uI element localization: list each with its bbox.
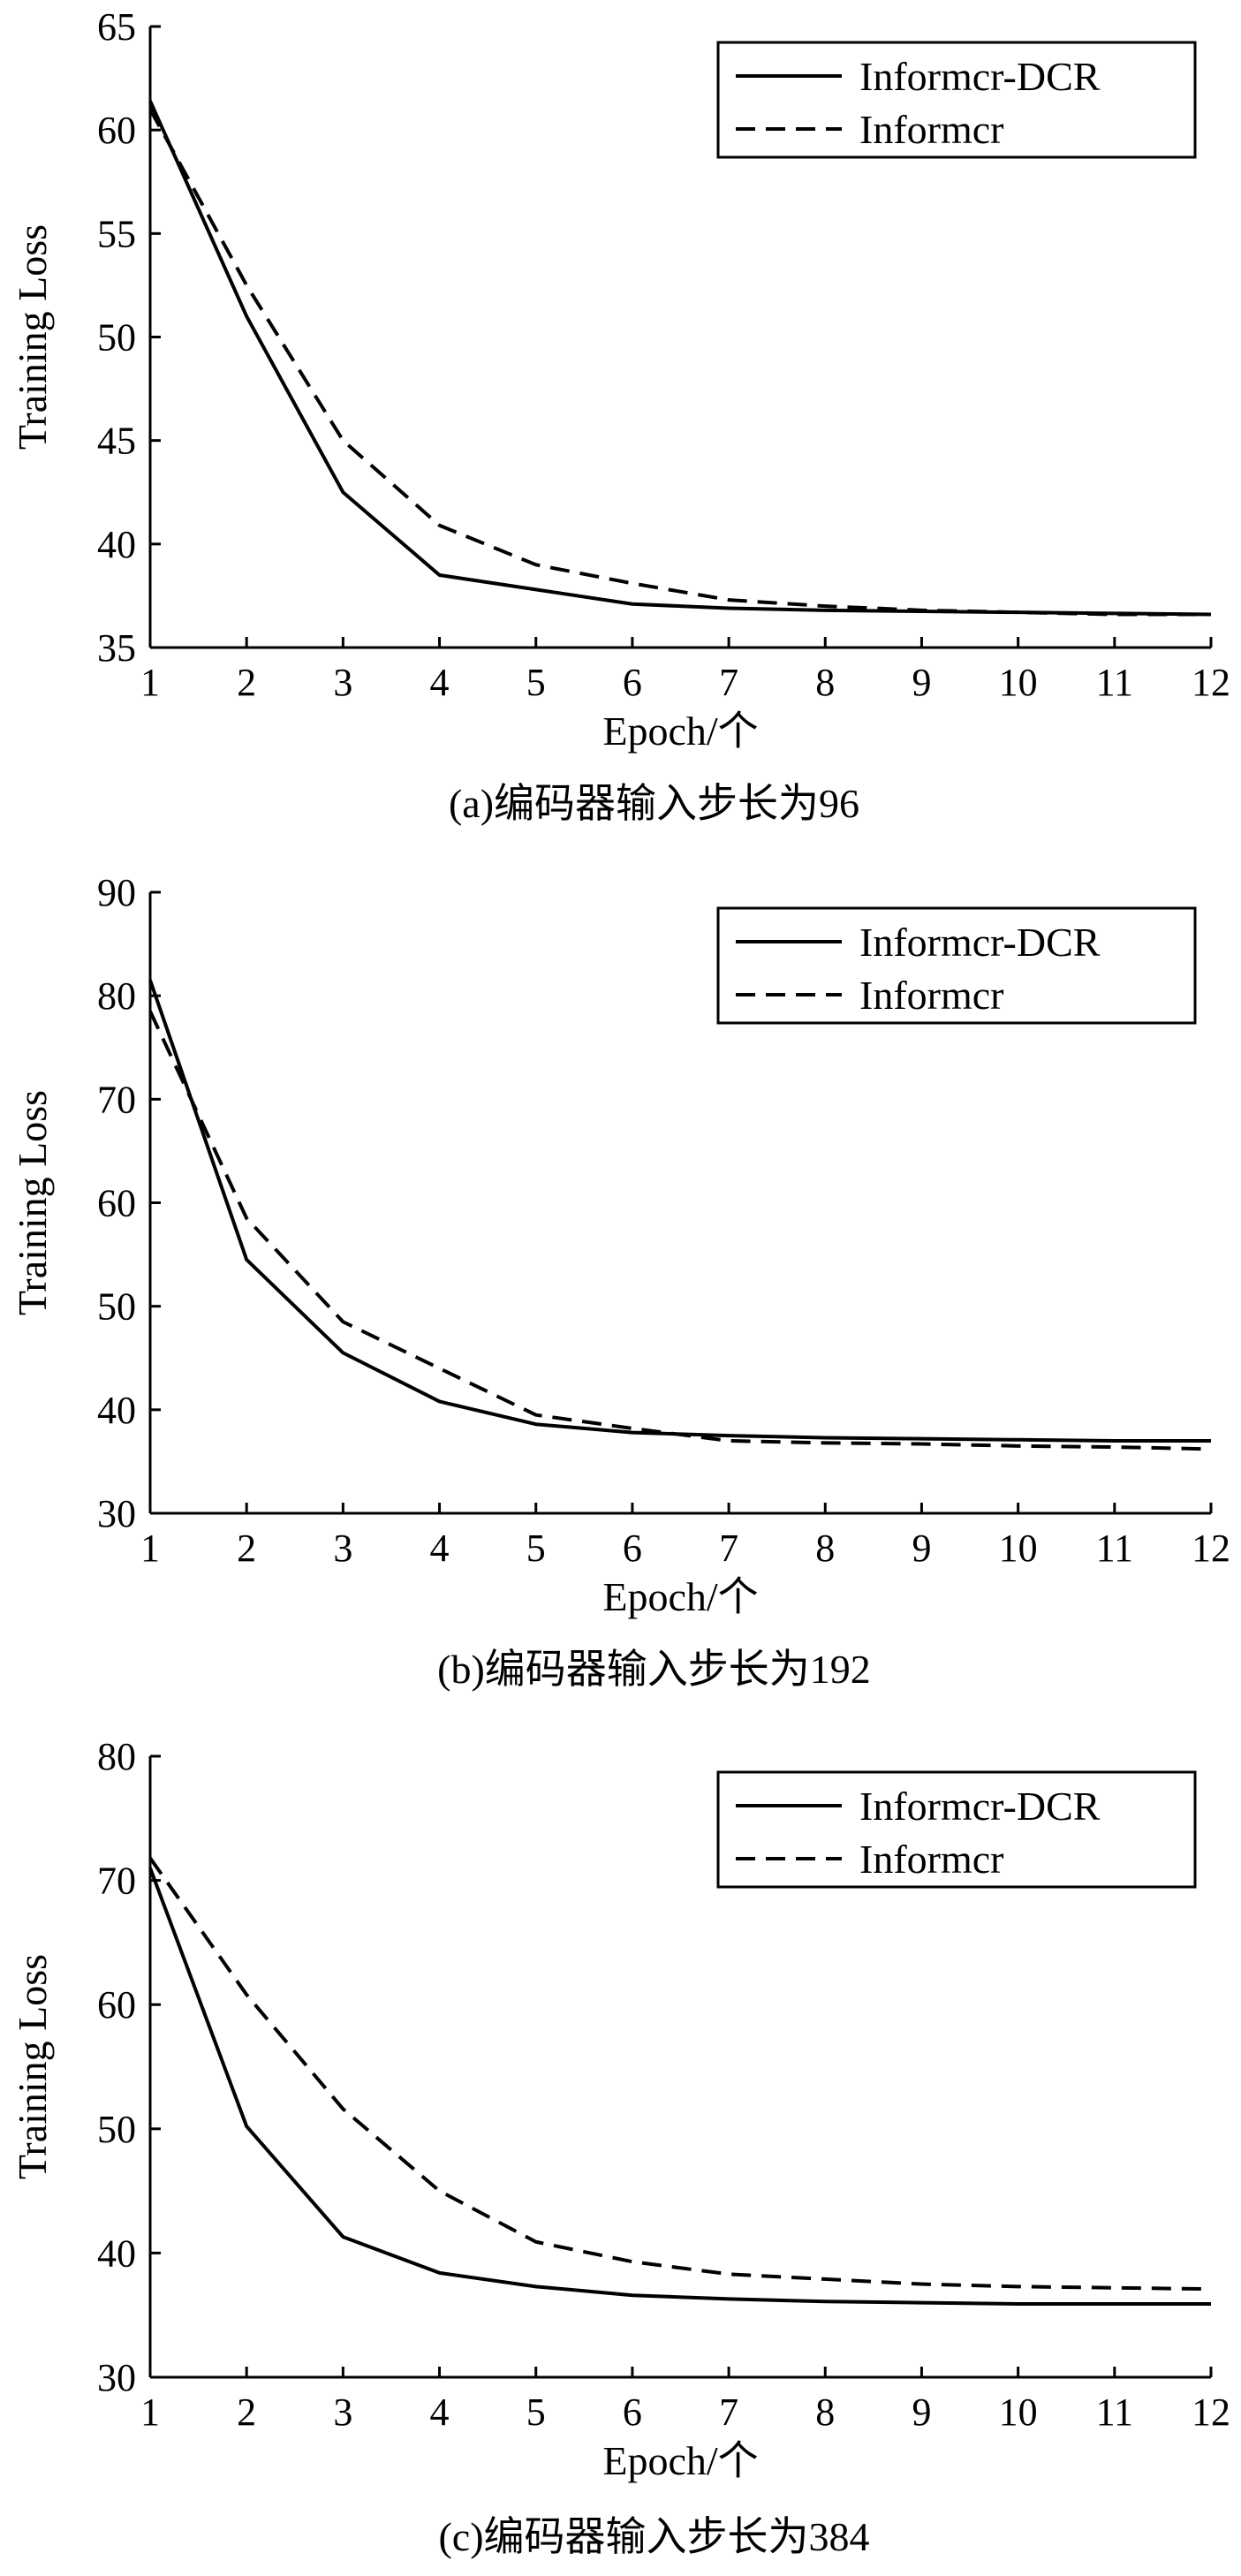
x-axis-label: Epoch/个	[602, 1574, 758, 1619]
x-tick-label: 2	[237, 661, 256, 704]
x-tick-label: 7	[719, 661, 738, 704]
x-tick-label: 1	[140, 661, 160, 704]
x-tick-label: 3	[333, 1527, 352, 1570]
x-tick-label: 11	[1096, 2390, 1133, 2434]
legend: Informcr-DCR Informcr	[716, 41, 1197, 159]
x-tick-label: 5	[526, 1527, 546, 1570]
series-line-informcr	[148, 108, 1211, 617]
y-axis-label: Training Loss	[10, 224, 55, 450]
legend: Informcr-DCR Informcr	[716, 1770, 1197, 1889]
x-tick-label: 4	[430, 661, 450, 704]
x-axis-label: Epoch/个	[602, 2438, 758, 2483]
x-tick-label: 12	[1192, 1527, 1230, 1570]
x-tick-label: 5	[526, 661, 546, 704]
y-tick-label: 65	[97, 5, 136, 49]
x-tick-label: 7	[719, 1527, 738, 1570]
y-axis-label: Training Loss	[10, 1954, 55, 2179]
legend-label: Informcr-DCR	[859, 54, 1101, 99]
x-tick-label: 1	[140, 1527, 160, 1570]
legend-label: Informcr	[859, 107, 1003, 152]
y-tick-label: 60	[97, 1182, 136, 1225]
y-tick-label: 50	[97, 2108, 136, 2151]
legend-box	[716, 1770, 1197, 1889]
y-tick-label: 80	[97, 1735, 136, 1778]
x-tick-label: 12	[1192, 2390, 1230, 2434]
x-axis-label: Epoch/个	[602, 708, 758, 754]
y-axis-label: Training Loss	[10, 1090, 55, 1315]
y-tick-label: 60	[97, 109, 136, 152]
x-tick-label: 11	[1096, 1527, 1133, 1570]
x-tick-label: 6	[623, 661, 642, 704]
legend-label: Informcr-DCR	[859, 920, 1101, 965]
y-tick-label: 50	[97, 1285, 136, 1329]
x-tick-label: 8	[815, 2390, 835, 2434]
x-tick-label: 3	[333, 2390, 352, 2434]
y-tick-label: 70	[97, 1860, 136, 1903]
series-line-informcr-dcr	[148, 979, 1211, 1443]
y-tick-label: 45	[97, 420, 136, 463]
y-tick-label: 40	[97, 1389, 136, 1432]
legend-label: Informcr-DCR	[859, 1784, 1101, 1829]
x-tick-label: 8	[815, 1527, 835, 1570]
y-tick-label: 50	[97, 316, 136, 360]
chart-caption: (c)编码器输入步长为384	[438, 2514, 869, 2559]
y-tick-label: 55	[97, 212, 136, 255]
x-tick-label: 2	[237, 1527, 256, 1570]
y-tick-label: 90	[97, 871, 136, 914]
chart-caption: (b)编码器输入步长为192	[437, 1647, 871, 1692]
y-tick-label: 70	[97, 1078, 136, 1121]
y-tick-label: 40	[97, 523, 136, 566]
x-tick-label: 6	[623, 2390, 642, 2434]
x-tick-label: 3	[333, 661, 352, 704]
x-tick-label: 6	[623, 1527, 642, 1570]
y-tick-label: 35	[97, 626, 136, 670]
x-tick-label: 7	[719, 2390, 738, 2434]
legend-label: Informcr	[859, 973, 1003, 1018]
y-tick-label: 60	[97, 1983, 136, 2027]
y-tick-label: 80	[97, 974, 136, 1018]
x-tick-label: 4	[430, 2390, 450, 2434]
x-tick-label: 5	[526, 2390, 546, 2434]
y-tick-label: 40	[97, 2231, 136, 2275]
x-tick-label: 8	[815, 661, 835, 704]
x-tick-label: 9	[912, 661, 931, 704]
legend-label: Informcr	[859, 1837, 1003, 1882]
x-tick-label: 10	[999, 1527, 1038, 1570]
x-tick-label: 1	[140, 2390, 160, 2434]
x-tick-label: 4	[430, 1527, 450, 1570]
x-tick-label: 9	[912, 1527, 931, 1570]
series-line-informcr	[148, 1857, 1212, 2292]
x-tick-label: 10	[999, 661, 1038, 704]
x-tick-label: 11	[1096, 661, 1133, 704]
series-line-informcr-dcr	[148, 100, 1212, 617]
chart-caption: (a)编码器输入步长为96	[449, 781, 859, 826]
legend: Informcr-DCR Informcr	[716, 906, 1197, 1025]
y-tick-label: 30	[97, 1492, 136, 1535]
x-tick-label: 2	[237, 2390, 256, 2434]
x-tick-label: 10	[999, 2390, 1038, 2434]
series-line-informcr-dcr	[148, 1867, 1211, 2307]
legend-box	[716, 41, 1197, 159]
x-tick-label: 9	[912, 2390, 931, 2434]
y-tick-label: 30	[97, 2356, 136, 2399]
legend-box	[716, 906, 1197, 1025]
x-tick-label: 12	[1192, 661, 1230, 704]
series-line-informcr	[148, 1010, 1212, 1451]
